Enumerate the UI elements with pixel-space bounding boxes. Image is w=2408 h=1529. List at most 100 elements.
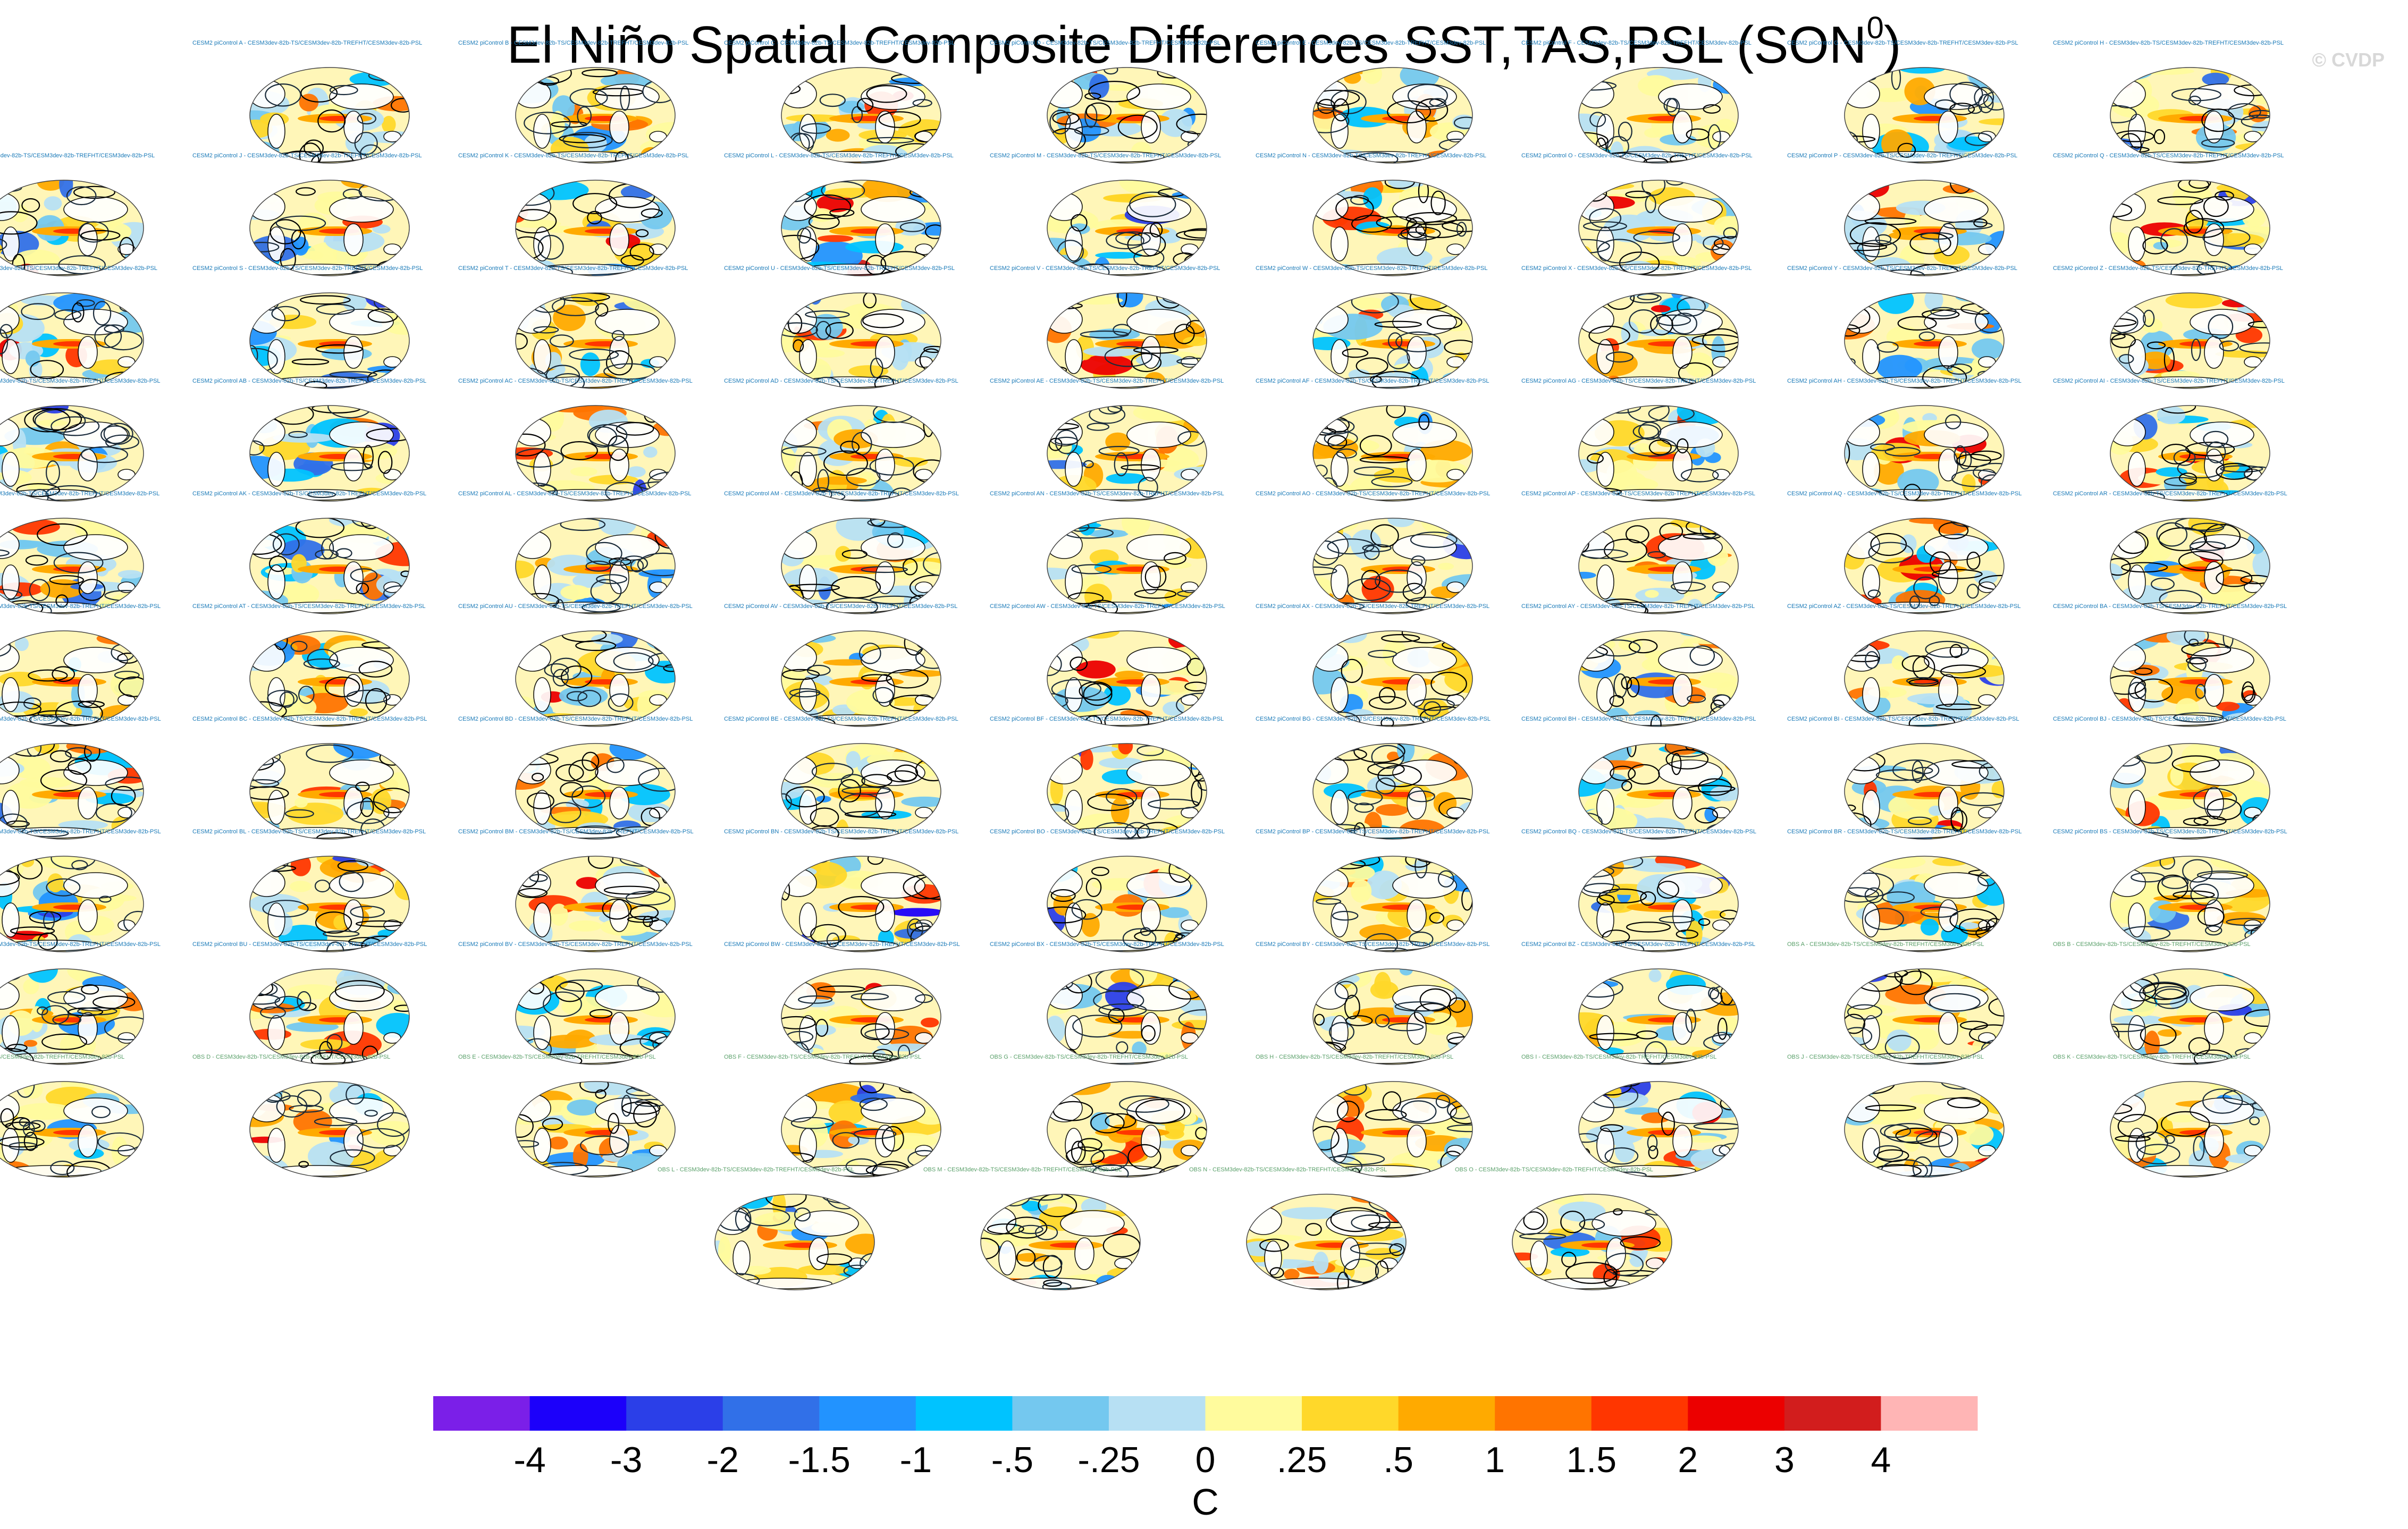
map-panel: CESM2 piControl AE - CESM3dev-82b-TS/CES… xyxy=(990,378,1224,502)
map-panel-label: CESM2 piControl BY - CESM3dev-82b-TS/CES… xyxy=(1256,941,1490,948)
colorbar-swatch xyxy=(1205,1396,1302,1431)
map-panel: CESM2 piControl Z - CESM3dev-82b-TS/CESM… xyxy=(2053,265,2283,389)
map-panel: CESM2 piControl AS - CESM3dev-82b-TS/CES… xyxy=(0,603,161,727)
colorbar-swatch xyxy=(1495,1396,1592,1431)
map-panel-label: CESM2 piControl BL - CESM3dev-82b-TS/CES… xyxy=(192,829,426,835)
colorbar-tick-label: 1.5 xyxy=(1566,1440,1616,1480)
map-panel: CESM2 piControl D - CESM3dev-82b-TS/CESM… xyxy=(990,40,1220,164)
map-panel-label: CESM2 piControl AZ - CESM3dev-82b-TS/CES… xyxy=(1787,603,2021,610)
map-panel-label: CESM2 piControl H - CESM3dev-82b-TS/CESM… xyxy=(2053,40,2284,46)
map-panel-label: CESM2 piControl BQ - CESM3dev-82b-TS/CES… xyxy=(1521,829,1756,835)
map-panel: CESM2 piControl R - CESM3dev-82b-TS/CESM… xyxy=(0,265,157,389)
map-panel-label: CESM2 piControl AX - CESM3dev-82b-TS/CES… xyxy=(1256,603,1489,610)
map-panel-label: CESM2 piControl X - CESM3dev-82b-TS/CESM… xyxy=(1521,265,1752,272)
map-panel: CESM2 piControl E - CESM3dev-82b-TS/CESM… xyxy=(1256,40,1486,164)
map-panel-label: CESM2 piControl G - CESM3dev-82b-TS/CESM… xyxy=(1787,40,2018,46)
map-panel-label: CESM2 piControl D - CESM3dev-82b-TS/CESM… xyxy=(990,40,1220,46)
map-panel-label: CESM2 piControl AQ - CESM3dev-82b-TS/CES… xyxy=(1787,491,2022,497)
map-panel-label: CESM2 piControl AS - CESM3dev-82b-TS/CES… xyxy=(0,603,161,610)
map-panel: CESM2 piControl BE - CESM3dev-82b-TS/CES… xyxy=(724,716,958,840)
colorbar-tick-label: -4 xyxy=(513,1440,545,1480)
map-panel-label: CESM2 piControl AY - CESM3dev-82b-TS/CES… xyxy=(1521,603,1755,610)
map-panel-label: CESM2 piControl N - CESM3dev-82b-TS/CESM… xyxy=(1256,153,1486,159)
colorbar-swatch xyxy=(1012,1396,1109,1431)
map-panel-label: CESM2 piControl BH - CESM3dev-82b-TS/CES… xyxy=(1521,716,1756,722)
map-panel-label: OBS I - CESM3dev-82b-TS/CESM3dev-82b-TRE… xyxy=(1521,1054,1716,1060)
colorbar-swatch xyxy=(626,1396,723,1431)
colorbar-tick-label: 0 xyxy=(1195,1440,1216,1480)
map-panel-label: CESM2 piControl Q - CESM3dev-82b-TS/CESM… xyxy=(2053,153,2284,159)
colorbar-swatch xyxy=(819,1396,916,1431)
map-panel-label: CESM2 piControl BT - CESM3dev-82b-TS/CES… xyxy=(0,941,161,948)
colorbar-tick-label: 3 xyxy=(1774,1440,1795,1480)
map-panel-label: CESM2 piControl A - CESM3dev-82b-TS/CESM… xyxy=(192,40,422,46)
map-panel-label: CESM2 piControl BI - CESM3dev-82b-TS/CES… xyxy=(1787,716,2019,722)
map-panel: CESM2 piControl AX - CESM3dev-82b-TS/CES… xyxy=(1256,603,1489,727)
map-panel-label: OBS M - CESM3dev-82b-TS/CESM3dev-82b-TRE… xyxy=(923,1167,1122,1173)
map-panel-label: CESM2 piControl BV - CESM3dev-82b-TS/CES… xyxy=(458,941,693,948)
map-panel: CESM2 piControl BN - CESM3dev-82b-TS/CES… xyxy=(724,829,958,952)
colorbar-tick-label: .25 xyxy=(1277,1440,1327,1480)
map-panel: OBS L - CESM3dev-82b-TS/CESM3dev-82b-TRE… xyxy=(658,1167,875,1290)
map-panel-label: CESM2 piControl AV - CESM3dev-82b-TS/CES… xyxy=(724,603,957,610)
map-panel: CESM2 piControl AK - CESM3dev-82b-TS/CES… xyxy=(192,491,426,614)
map-panel: CESM2 piControl BW - CESM3dev-82b-TS/CES… xyxy=(724,941,960,1065)
map-panel-label: CESM2 piControl BN - CESM3dev-82b-TS/CES… xyxy=(724,829,958,835)
map-panel: OBS A - CESM3dev-82b-TS/CESM3dev-82b-TRE… xyxy=(1787,941,2005,1065)
map-panel-label: CESM2 piControl AF - CESM3dev-82b-TS/CES… xyxy=(1256,378,1489,384)
map-panel-label: CESM2 piControl C - CESM3dev-82b-TS/CESM… xyxy=(724,40,955,46)
map-panel-label: CESM2 piControl P - CESM3dev-82b-TS/CESM… xyxy=(1787,153,2017,159)
map-panel-label: CESM2 piControl AO - CESM3dev-82b-TS/CES… xyxy=(1256,491,1490,497)
map-panel-label: CESM2 piControl L - CESM3dev-82b-TS/CESM… xyxy=(724,153,954,159)
map-panel: CESM2 piControl M - CESM3dev-82b-TS/CESM… xyxy=(990,153,1221,276)
colorbar-tick-label: -1.5 xyxy=(788,1440,851,1480)
map-panel: OBS K - CESM3dev-82b-TS/CESM3dev-82b-TRE… xyxy=(2053,1054,2270,1178)
map-panel-label: CESM2 piControl BA - CESM3dev-82b-TS/CES… xyxy=(2053,603,2287,610)
map-panel: CESM2 piControl BZ - CESM3dev-82b-TS/CES… xyxy=(1521,941,1755,1065)
map-panel: CESM2 piControl BA - CESM3dev-82b-TS/CES… xyxy=(2053,603,2287,727)
map-panel-label: CESM2 piControl BG - CESM3dev-82b-TS/CES… xyxy=(1256,716,1491,722)
colorbar-tick-label: -.5 xyxy=(991,1440,1033,1480)
colorbar-tick-label: 4 xyxy=(1871,1440,1891,1480)
map-panel: CESM2 piControl BO - CESM3dev-82b-TS/CES… xyxy=(990,829,1225,952)
map-panel: OBS N - CESM3dev-82b-TS/CESM3dev-82b-TRE… xyxy=(1189,1167,1407,1290)
map-panel-label: OBS A - CESM3dev-82b-TS/CESM3dev-82b-TRE… xyxy=(1787,941,1984,948)
colorbar-tick-label: -1 xyxy=(900,1440,932,1480)
map-panel: CESM2 piControl AH - CESM3dev-82b-TS/CES… xyxy=(1787,378,2022,502)
map-panel-label: CESM2 piControl AR - CESM3dev-82b-TS/CES… xyxy=(2053,491,2287,497)
map-panel-label: OBS H - CESM3dev-82b-TS/CESM3dev-82b-TRE… xyxy=(1256,1054,1453,1060)
colorbar-tick-label: .5 xyxy=(1383,1440,1413,1480)
map-panel-label: CESM2 piControl Y - CESM3dev-82b-TS/CESM… xyxy=(1787,265,2017,272)
map-panel: CESM2 piControl BT - CESM3dev-82b-TS/CES… xyxy=(0,941,161,1065)
map-panel: OBS M - CESM3dev-82b-TS/CESM3dev-82b-TRE… xyxy=(923,1167,1141,1290)
map-panel: OBS D - CESM3dev-82b-TS/CESM3dev-82b-TRE… xyxy=(192,1054,410,1178)
map-panel: CESM2 piControl AR - CESM3dev-82b-TS/CES… xyxy=(2053,491,2287,614)
map-panel: CESM2 piControl BM - CESM3dev-82b-TS/CES… xyxy=(458,829,694,952)
map-panel-label: CESM2 piControl AM - CESM3dev-82b-TS/CES… xyxy=(724,491,959,497)
colorbar-tick-label: -3 xyxy=(610,1440,642,1480)
map-panel: CESM2 piControl P - CESM3dev-82b-TS/CESM… xyxy=(1787,153,2017,276)
chart-title: El Niño Spatial Composite Differences SS… xyxy=(0,13,2408,75)
map-panel: CESM2 piControl J - CESM3dev-82b-TS/CESM… xyxy=(192,153,422,276)
map-panel: CESM2 piControl O - CESM3dev-82b-TS/CESM… xyxy=(1521,153,1753,276)
map-panel-grid: CESM2 piControl A - CESM3dev-82b-TS/CESM… xyxy=(0,40,2287,1290)
map-panel: CESM2 piControl Y - CESM3dev-82b-TS/CESM… xyxy=(1787,265,2017,389)
map-panel: CESM2 piControl AC - CESM3dev-82b-TS/CES… xyxy=(458,378,693,502)
map-panel: OBS B - CESM3dev-82b-TS/CESM3dev-82b-TRE… xyxy=(2053,941,2270,1065)
map-panel: CESM2 piControl H - CESM3dev-82b-TS/CESM… xyxy=(2053,40,2284,164)
map-panel-label: OBS J - CESM3dev-82b-TS/CESM3dev-82b-TRE… xyxy=(1787,1054,1984,1060)
map-panel: OBS G - CESM3dev-82b-TS/CESM3dev-82b-TRE… xyxy=(990,1054,1207,1178)
map-panel-label: CESM2 piControl K - CESM3dev-82b-TS/CESM… xyxy=(458,153,688,159)
map-panel: CESM2 piControl B - CESM3dev-82b-TS/CESM… xyxy=(458,40,688,164)
map-panel-label: CESM2 piControl BZ - CESM3dev-82b-TS/CES… xyxy=(1521,941,1755,948)
map-panel: CESM2 piControl AN - CESM3dev-82b-TS/CES… xyxy=(990,491,1224,614)
map-panel-label: CESM2 piControl BF - CESM3dev-82b-TS/CES… xyxy=(990,716,1224,722)
map-panel: CESM2 piControl BB - CESM3dev-82b-TS/CES… xyxy=(0,716,161,840)
map-panel-label: CESM2 piControl AI - CESM3dev-82b-TS/CES… xyxy=(2053,378,2285,384)
map-panel: CESM2 piControl AA - CESM3dev-82b-TS/CES… xyxy=(0,378,161,502)
map-panel-label: CESM2 piControl AN - CESM3dev-82b-TS/CES… xyxy=(990,491,1224,497)
map-panel: OBS O - CESM3dev-82b-TS/CESM3dev-82b-TRE… xyxy=(1455,1167,1672,1290)
map-panel-label: CESM2 piControl BU - CESM3dev-82b-TS/CES… xyxy=(192,941,427,948)
map-panel: CESM2 piControl BQ - CESM3dev-82b-TS/CES… xyxy=(1521,829,1756,952)
map-panel: CESM2 piControl BV - CESM3dev-82b-TS/CES… xyxy=(458,941,693,1065)
